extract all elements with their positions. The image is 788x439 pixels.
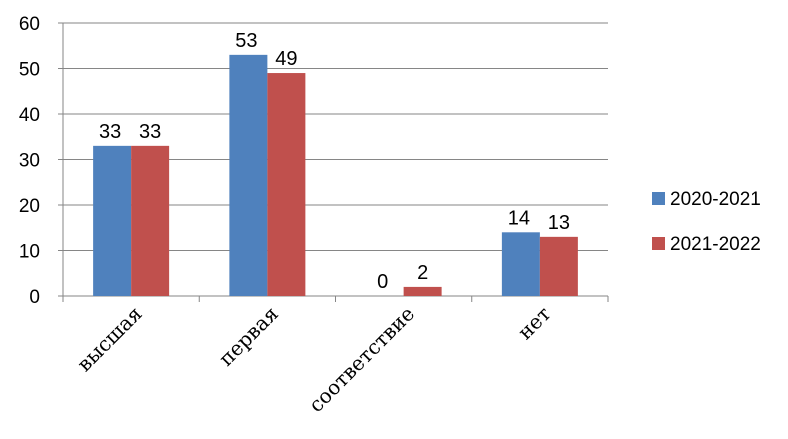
data-label: 13 xyxy=(548,212,570,234)
bar xyxy=(403,286,442,296)
x-category-label: соответствие xyxy=(304,302,419,417)
bar xyxy=(229,54,268,296)
x-category-label: первая xyxy=(214,302,283,371)
legend: 2020-2021 2021-2022 xyxy=(652,189,761,255)
legend-label: 2021-2022 xyxy=(670,234,761,255)
bar xyxy=(539,236,578,296)
bars xyxy=(93,54,578,296)
y-tick-label: 0 xyxy=(29,287,40,308)
x-category-label: высшая xyxy=(72,302,147,377)
legend-swatch xyxy=(652,237,665,250)
x-axis-ticks: высшая первая соответствие нет xyxy=(72,302,555,417)
data-label: 2 xyxy=(417,262,428,284)
bar xyxy=(501,232,540,296)
y-tick-label: 10 xyxy=(19,242,40,263)
y-tick-label: 40 xyxy=(19,105,40,126)
data-label: 0 xyxy=(377,271,388,293)
data-label: 14 xyxy=(508,207,530,229)
y-axis-ticks: 0 10 20 30 40 50 60 xyxy=(19,14,40,308)
legend-label: 2020-2021 xyxy=(670,189,761,210)
bar xyxy=(131,145,170,296)
y-tick-label: 50 xyxy=(19,60,40,81)
data-labels: 33 33 53 49 0 2 14 13 xyxy=(99,30,570,293)
y-tick-label: 60 xyxy=(19,14,40,35)
legend-swatch xyxy=(652,192,665,205)
bar xyxy=(267,73,306,296)
x-category-label: нет xyxy=(513,302,556,345)
y-tick-label: 20 xyxy=(19,196,40,217)
y-tick-label: 30 xyxy=(19,151,40,172)
data-label: 53 xyxy=(235,30,257,52)
data-label: 33 xyxy=(139,121,161,143)
bar xyxy=(93,145,132,296)
data-label: 33 xyxy=(99,121,121,143)
data-label: 49 xyxy=(275,48,297,70)
